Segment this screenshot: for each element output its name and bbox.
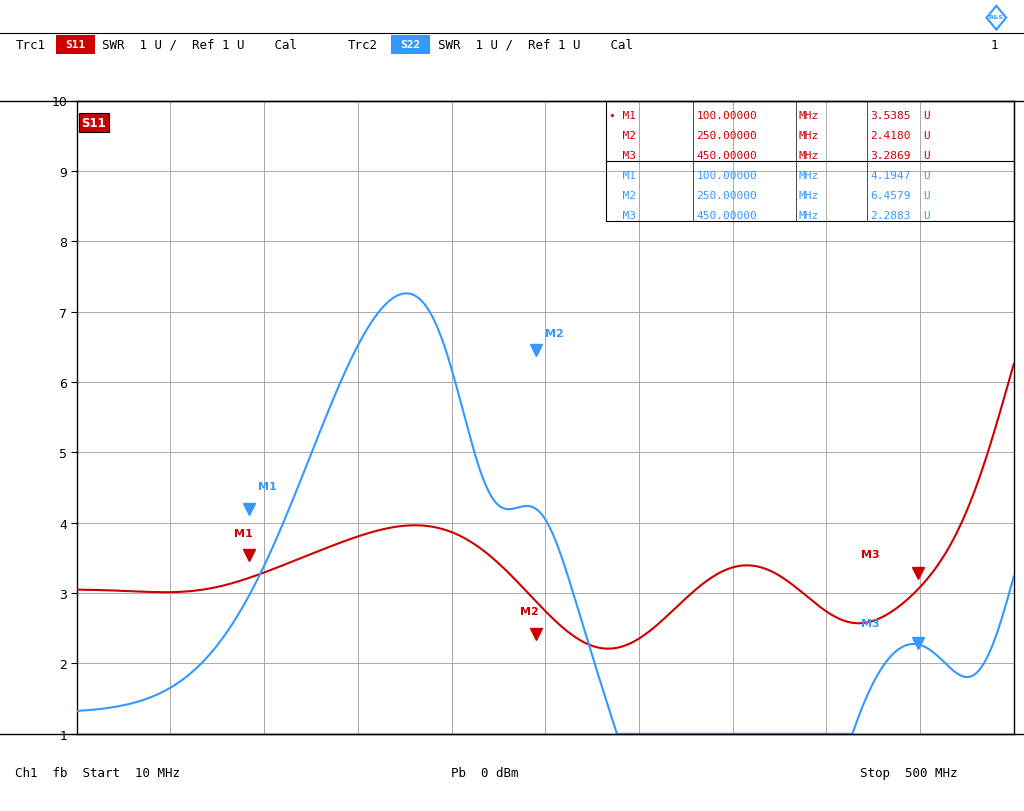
Text: MHz: MHz (799, 191, 819, 200)
Text: 250.00000: 250.00000 (696, 131, 757, 140)
Text: 2.4180: 2.4180 (870, 131, 911, 140)
Text: 3.5385: 3.5385 (870, 110, 911, 120)
Text: SWR  1 U /  Ref 1 U    Cal: SWR 1 U / Ref 1 U Cal (102, 39, 297, 52)
Text: MHz: MHz (799, 170, 819, 181)
Text: Ch1  fb  Start  10 MHz: Ch1 fb Start 10 MHz (15, 766, 180, 779)
Text: Stop  500 MHz: Stop 500 MHz (860, 766, 957, 779)
Text: • M1: • M1 (609, 110, 636, 120)
Text: SWR  1 U /  Ref 1 U    Cal: SWR 1 U / Ref 1 U Cal (438, 39, 633, 52)
Text: M1: M1 (609, 170, 636, 181)
Text: 6.4579: 6.4579 (870, 191, 911, 200)
Text: M2: M2 (520, 607, 540, 616)
Text: S22: S22 (400, 41, 421, 50)
Text: 450.00000: 450.00000 (696, 151, 757, 161)
Text: 4.1947: 4.1947 (870, 170, 911, 181)
Text: M1: M1 (258, 482, 278, 491)
Text: M3: M3 (609, 151, 636, 161)
Text: M2: M2 (609, 131, 636, 140)
Text: M2: M2 (609, 191, 636, 200)
Text: 250.00000: 250.00000 (696, 191, 757, 200)
Text: R&S: R&S (989, 15, 1004, 19)
Text: MHz: MHz (799, 211, 819, 221)
Text: 3.2869: 3.2869 (870, 151, 911, 161)
Text: MHz: MHz (799, 110, 819, 120)
Text: Pb  0 dBm: Pb 0 dBm (451, 766, 518, 779)
Text: U: U (924, 110, 931, 120)
Text: MHz: MHz (799, 151, 819, 161)
Text: Trc2: Trc2 (348, 39, 378, 52)
Text: 450.00000: 450.00000 (696, 211, 757, 221)
Text: U: U (924, 211, 931, 221)
Text: 100.00000: 100.00000 (696, 110, 757, 120)
Text: U: U (924, 131, 931, 140)
Text: M3: M3 (609, 211, 636, 221)
Text: M3: M3 (861, 618, 880, 628)
Text: 100.00000: 100.00000 (696, 170, 757, 181)
Text: 2.2883: 2.2883 (870, 211, 911, 221)
Text: U: U (924, 170, 931, 181)
Text: Trc1: Trc1 (15, 39, 45, 52)
Text: 1: 1 (991, 39, 998, 52)
Text: M3: M3 (861, 550, 880, 560)
Text: U: U (924, 151, 931, 161)
Text: MHz: MHz (799, 131, 819, 140)
Text: S11: S11 (82, 118, 106, 131)
Text: U: U (924, 191, 931, 200)
Text: M1: M1 (233, 528, 252, 538)
Text: M2: M2 (546, 328, 564, 338)
Text: S11: S11 (66, 41, 86, 50)
